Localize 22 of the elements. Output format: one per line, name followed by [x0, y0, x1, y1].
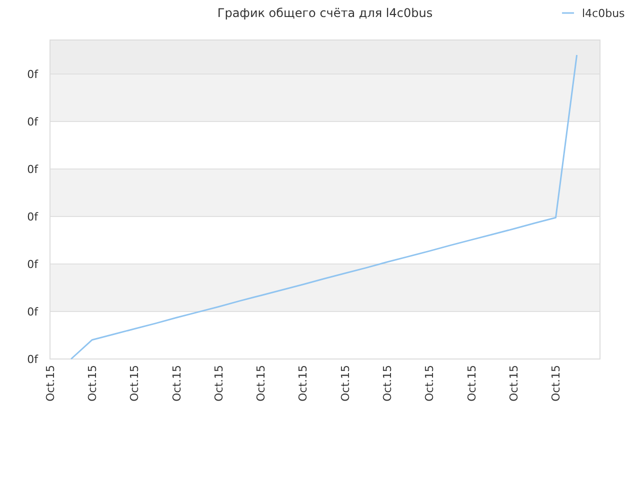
- x-tick-label: Oct.15: [44, 365, 57, 402]
- text: 0f: [27, 258, 40, 271]
- x-tick-label: Oct.15: [550, 365, 563, 402]
- x-tick-label: Oct.15: [338, 365, 352, 402]
- text: 0f: [27, 68, 40, 81]
- text: 0f: [27, 162, 40, 176]
- x-tick-label: Oct.15: [128, 365, 142, 402]
- x-tick-label: Oct.15: [507, 365, 520, 402]
- x-tick-label: Oct.15: [254, 365, 268, 402]
- x-tick-label: Oct.15: [423, 365, 436, 402]
- chart-title: График общего счёта для l4c0bus: [217, 6, 433, 20]
- text: 0f: [27, 115, 40, 128]
- x-tick-label: Oct.15: [381, 365, 394, 402]
- text: 0f: [27, 210, 40, 224]
- text: 0f: [27, 305, 40, 318]
- x-tick-label: Oct.15: [212, 365, 226, 402]
- text: 0f: [27, 352, 40, 366]
- x-tick-label: Oct.15: [465, 365, 478, 402]
- x-tick-label: Oct.15: [296, 365, 310, 402]
- x-tick-label: Oct.15: [170, 365, 184, 402]
- legend-label: l4c0bus: [582, 6, 626, 20]
- x-tick-label: Oct.15: [86, 365, 99, 402]
